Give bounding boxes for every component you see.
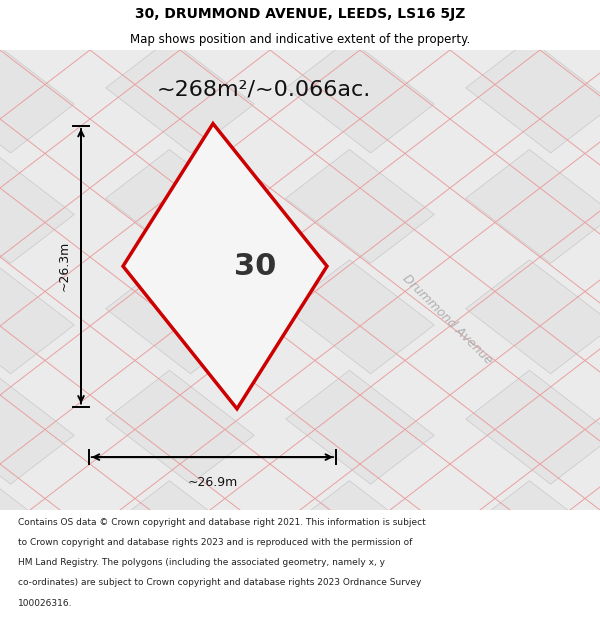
Text: 100026316.: 100026316. (18, 599, 73, 608)
Polygon shape (106, 149, 254, 263)
Polygon shape (286, 149, 434, 263)
Polygon shape (286, 481, 434, 594)
Polygon shape (0, 370, 74, 484)
Polygon shape (106, 260, 254, 374)
Polygon shape (466, 370, 600, 484)
Text: to Crown copyright and database rights 2023 and is reproduced with the permissio: to Crown copyright and database rights 2… (18, 538, 412, 547)
Polygon shape (123, 124, 327, 409)
Text: 30: 30 (234, 252, 276, 281)
Polygon shape (466, 0, 600, 42)
Text: Drummond Avenue: Drummond Avenue (400, 272, 494, 367)
Polygon shape (106, 481, 254, 594)
Polygon shape (286, 260, 434, 374)
Text: ~26.9m: ~26.9m (187, 476, 238, 489)
Text: ~26.3m: ~26.3m (58, 241, 71, 291)
Text: Map shows position and indicative extent of the property.: Map shows position and indicative extent… (130, 32, 470, 46)
Polygon shape (286, 591, 434, 625)
Text: 30, DRUMMOND AVENUE, LEEDS, LS16 5JZ: 30, DRUMMOND AVENUE, LEEDS, LS16 5JZ (135, 7, 465, 21)
Polygon shape (286, 370, 434, 484)
Text: Contains OS data © Crown copyright and database right 2021. This information is : Contains OS data © Crown copyright and d… (18, 518, 426, 527)
Polygon shape (0, 260, 74, 374)
Polygon shape (466, 481, 600, 594)
Polygon shape (0, 39, 74, 153)
Polygon shape (0, 0, 74, 42)
Polygon shape (286, 39, 434, 153)
Polygon shape (466, 591, 600, 625)
Polygon shape (466, 39, 600, 153)
Polygon shape (106, 370, 254, 484)
Text: co-ordinates) are subject to Crown copyright and database rights 2023 Ordnance S: co-ordinates) are subject to Crown copyr… (18, 578, 421, 587)
Polygon shape (466, 260, 600, 374)
Text: ~268m²/~0.066ac.: ~268m²/~0.066ac. (157, 79, 371, 99)
Polygon shape (106, 591, 254, 625)
Polygon shape (0, 591, 74, 625)
Text: HM Land Registry. The polygons (including the associated geometry, namely x, y: HM Land Registry. The polygons (includin… (18, 558, 385, 568)
Polygon shape (466, 149, 600, 263)
Polygon shape (0, 481, 74, 594)
Polygon shape (0, 149, 74, 263)
Polygon shape (106, 39, 254, 153)
Polygon shape (106, 0, 254, 42)
Polygon shape (286, 0, 434, 42)
